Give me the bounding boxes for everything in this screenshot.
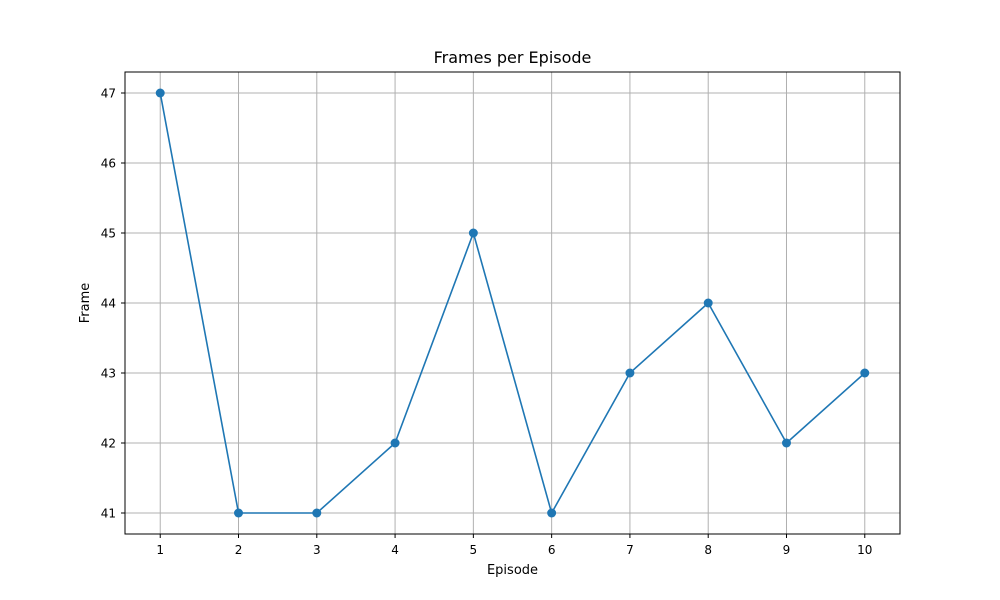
data-point <box>390 438 400 448</box>
x-tick-label: 4 <box>391 543 399 557</box>
x-axis-label: Episode <box>487 563 538 578</box>
plot-area-frame <box>124 71 901 535</box>
data-point <box>625 368 635 378</box>
x-tick-label: 8 <box>704 543 712 557</box>
y-tick-label: 41 <box>101 507 116 521</box>
y-tick-label: 47 <box>101 87 116 101</box>
data-point <box>703 298 713 308</box>
data-point <box>155 88 165 98</box>
x-tick-label: 2 <box>235 543 243 557</box>
data-point <box>547 508 557 518</box>
data-point <box>234 508 244 518</box>
x-tick-label: 5 <box>470 543 478 557</box>
y-tick-label: 42 <box>101 437 116 451</box>
x-tick-label: 6 <box>548 543 556 557</box>
data-point <box>860 368 870 378</box>
y-tick-label: 43 <box>101 367 116 381</box>
x-tick-label: 3 <box>313 543 321 557</box>
y-axis-label: Frame <box>78 283 93 324</box>
x-tick-label: 1 <box>156 543 164 557</box>
y-tick-label: 44 <box>101 297 116 311</box>
data-point <box>781 438 791 448</box>
y-tick-label: 45 <box>101 227 116 241</box>
series-layer <box>155 88 870 518</box>
data-point <box>312 508 322 518</box>
data-point <box>468 228 478 238</box>
x-tick-label: 7 <box>626 543 634 557</box>
chart-title: Frames per Episode <box>434 48 592 67</box>
y-tick-label: 46 <box>101 157 116 171</box>
series-line <box>159 92 866 514</box>
x-tick-label: 9 <box>783 543 791 557</box>
x-tick-label: 10 <box>857 543 872 557</box>
